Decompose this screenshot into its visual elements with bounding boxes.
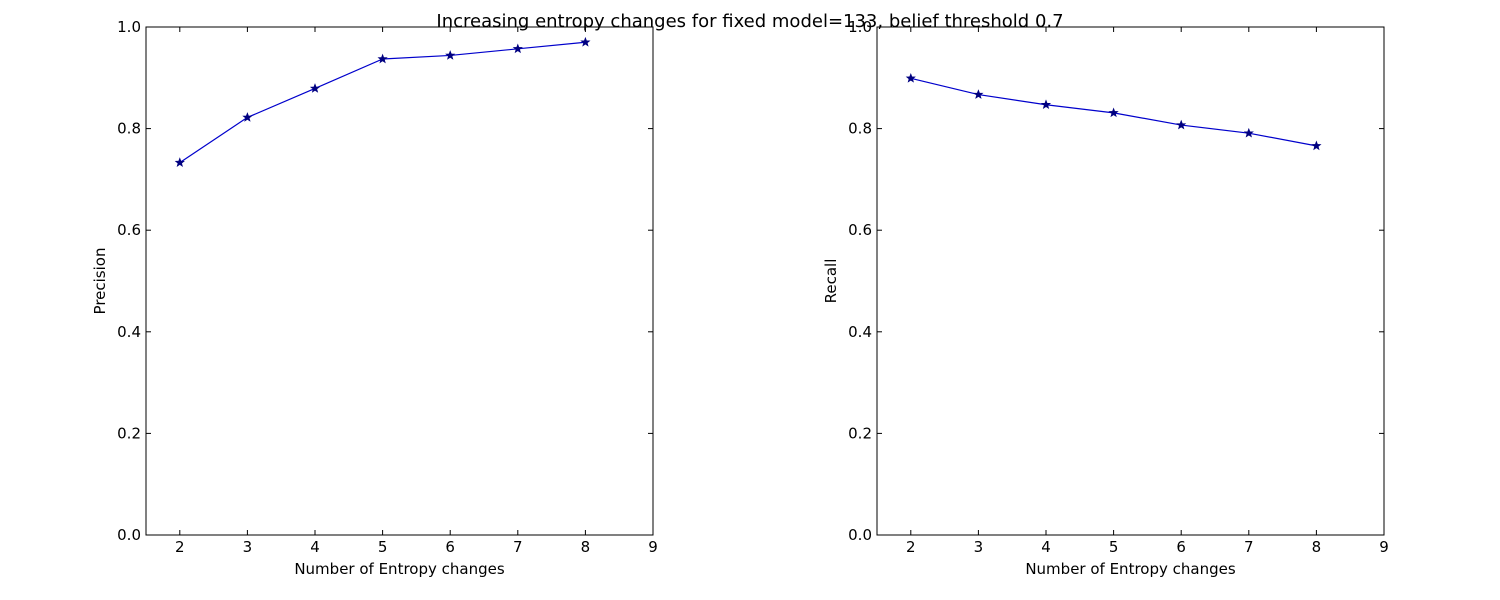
precision-x-tick-label: 6 [445,538,455,556]
recall-y-tick-label: 0.0 [848,526,872,544]
recall-data-point [1108,107,1119,118]
recall-data-point [1040,99,1052,110]
precision-y-tick-label: 0.4 [117,323,141,341]
precision-data-point [174,157,185,167]
recall-data-point [905,72,916,83]
precision-data-point [242,112,253,122]
precision-x-tick-label: 4 [310,538,320,556]
recall-data-point [1243,127,1254,138]
precision-plot-frame [145,26,654,536]
precision-y-tick-label: 0.8 [117,120,141,138]
recall-data-point [1176,119,1187,130]
precision-data-point [309,83,321,93]
precision-data-point [445,50,456,60]
precision-x-tick-label: 7 [513,538,523,556]
recall-x-axis-label: Number of Entropy changes [1025,560,1236,578]
precision-y-tick-label: 0.6 [117,221,141,239]
recall-y-tick-label: 0.2 [848,424,872,442]
precision-chart: 2 3 4 5 6 7 8 9 0.0 0.2 0.4 0.6 0.8 1.0 Number of Entr… [91,18,658,578]
recall-y-axis-label: Recall [822,259,840,304]
recall-x-tick-label: 3 [974,538,984,556]
precision-y-axis-label: Precision [91,248,109,315]
precision-y-tick-label: 0.2 [117,424,141,442]
recall-chart: 2 3 4 5 6 7 8 9 0.0 0.2 0.4 0.6 0.8 1.0 Number of Entr… [822,18,1389,578]
precision-x-axis-label: Number of Entropy changes [294,560,505,578]
precision-data-point [512,43,523,54]
precision-x-tick-label: 2 [175,538,185,556]
recall-y-tick-label: 0.8 [848,120,872,138]
recall-x-tick-label: 2 [906,538,916,556]
recall-x-tick-label: 8 [1312,538,1322,556]
recall-y-tick-label: 1.0 [848,18,872,36]
recall-data-point [973,89,984,99]
precision-x-tick-label: 3 [243,538,253,556]
precision-x-tick-label: 8 [581,538,591,556]
precision-x-tick-label: 9 [648,538,658,556]
recall-x-tick-label: 5 [1109,538,1119,556]
precision-data-point [377,53,388,64]
recall-plot-frame [876,26,1385,536]
recall-x-tick-label: 6 [1176,538,1186,556]
figure-title: Increasing entropy changes for fixed mod… [436,11,1063,32]
recall-data-point [1311,140,1322,151]
precision-y-tick-label: 1.0 [117,18,141,36]
recall-x-tick-label: 7 [1244,538,1254,556]
precision-data-point [580,36,591,47]
recall-y-tick-label: 0.6 [848,221,872,239]
recall-y-tick-label: 0.4 [848,323,872,341]
recall-x-tick-label: 4 [1041,538,1051,556]
precision-y-tick-label: 0.0 [117,526,141,544]
recall-x-tick-label: 9 [1379,538,1389,556]
precision-x-tick-label: 5 [378,538,388,556]
